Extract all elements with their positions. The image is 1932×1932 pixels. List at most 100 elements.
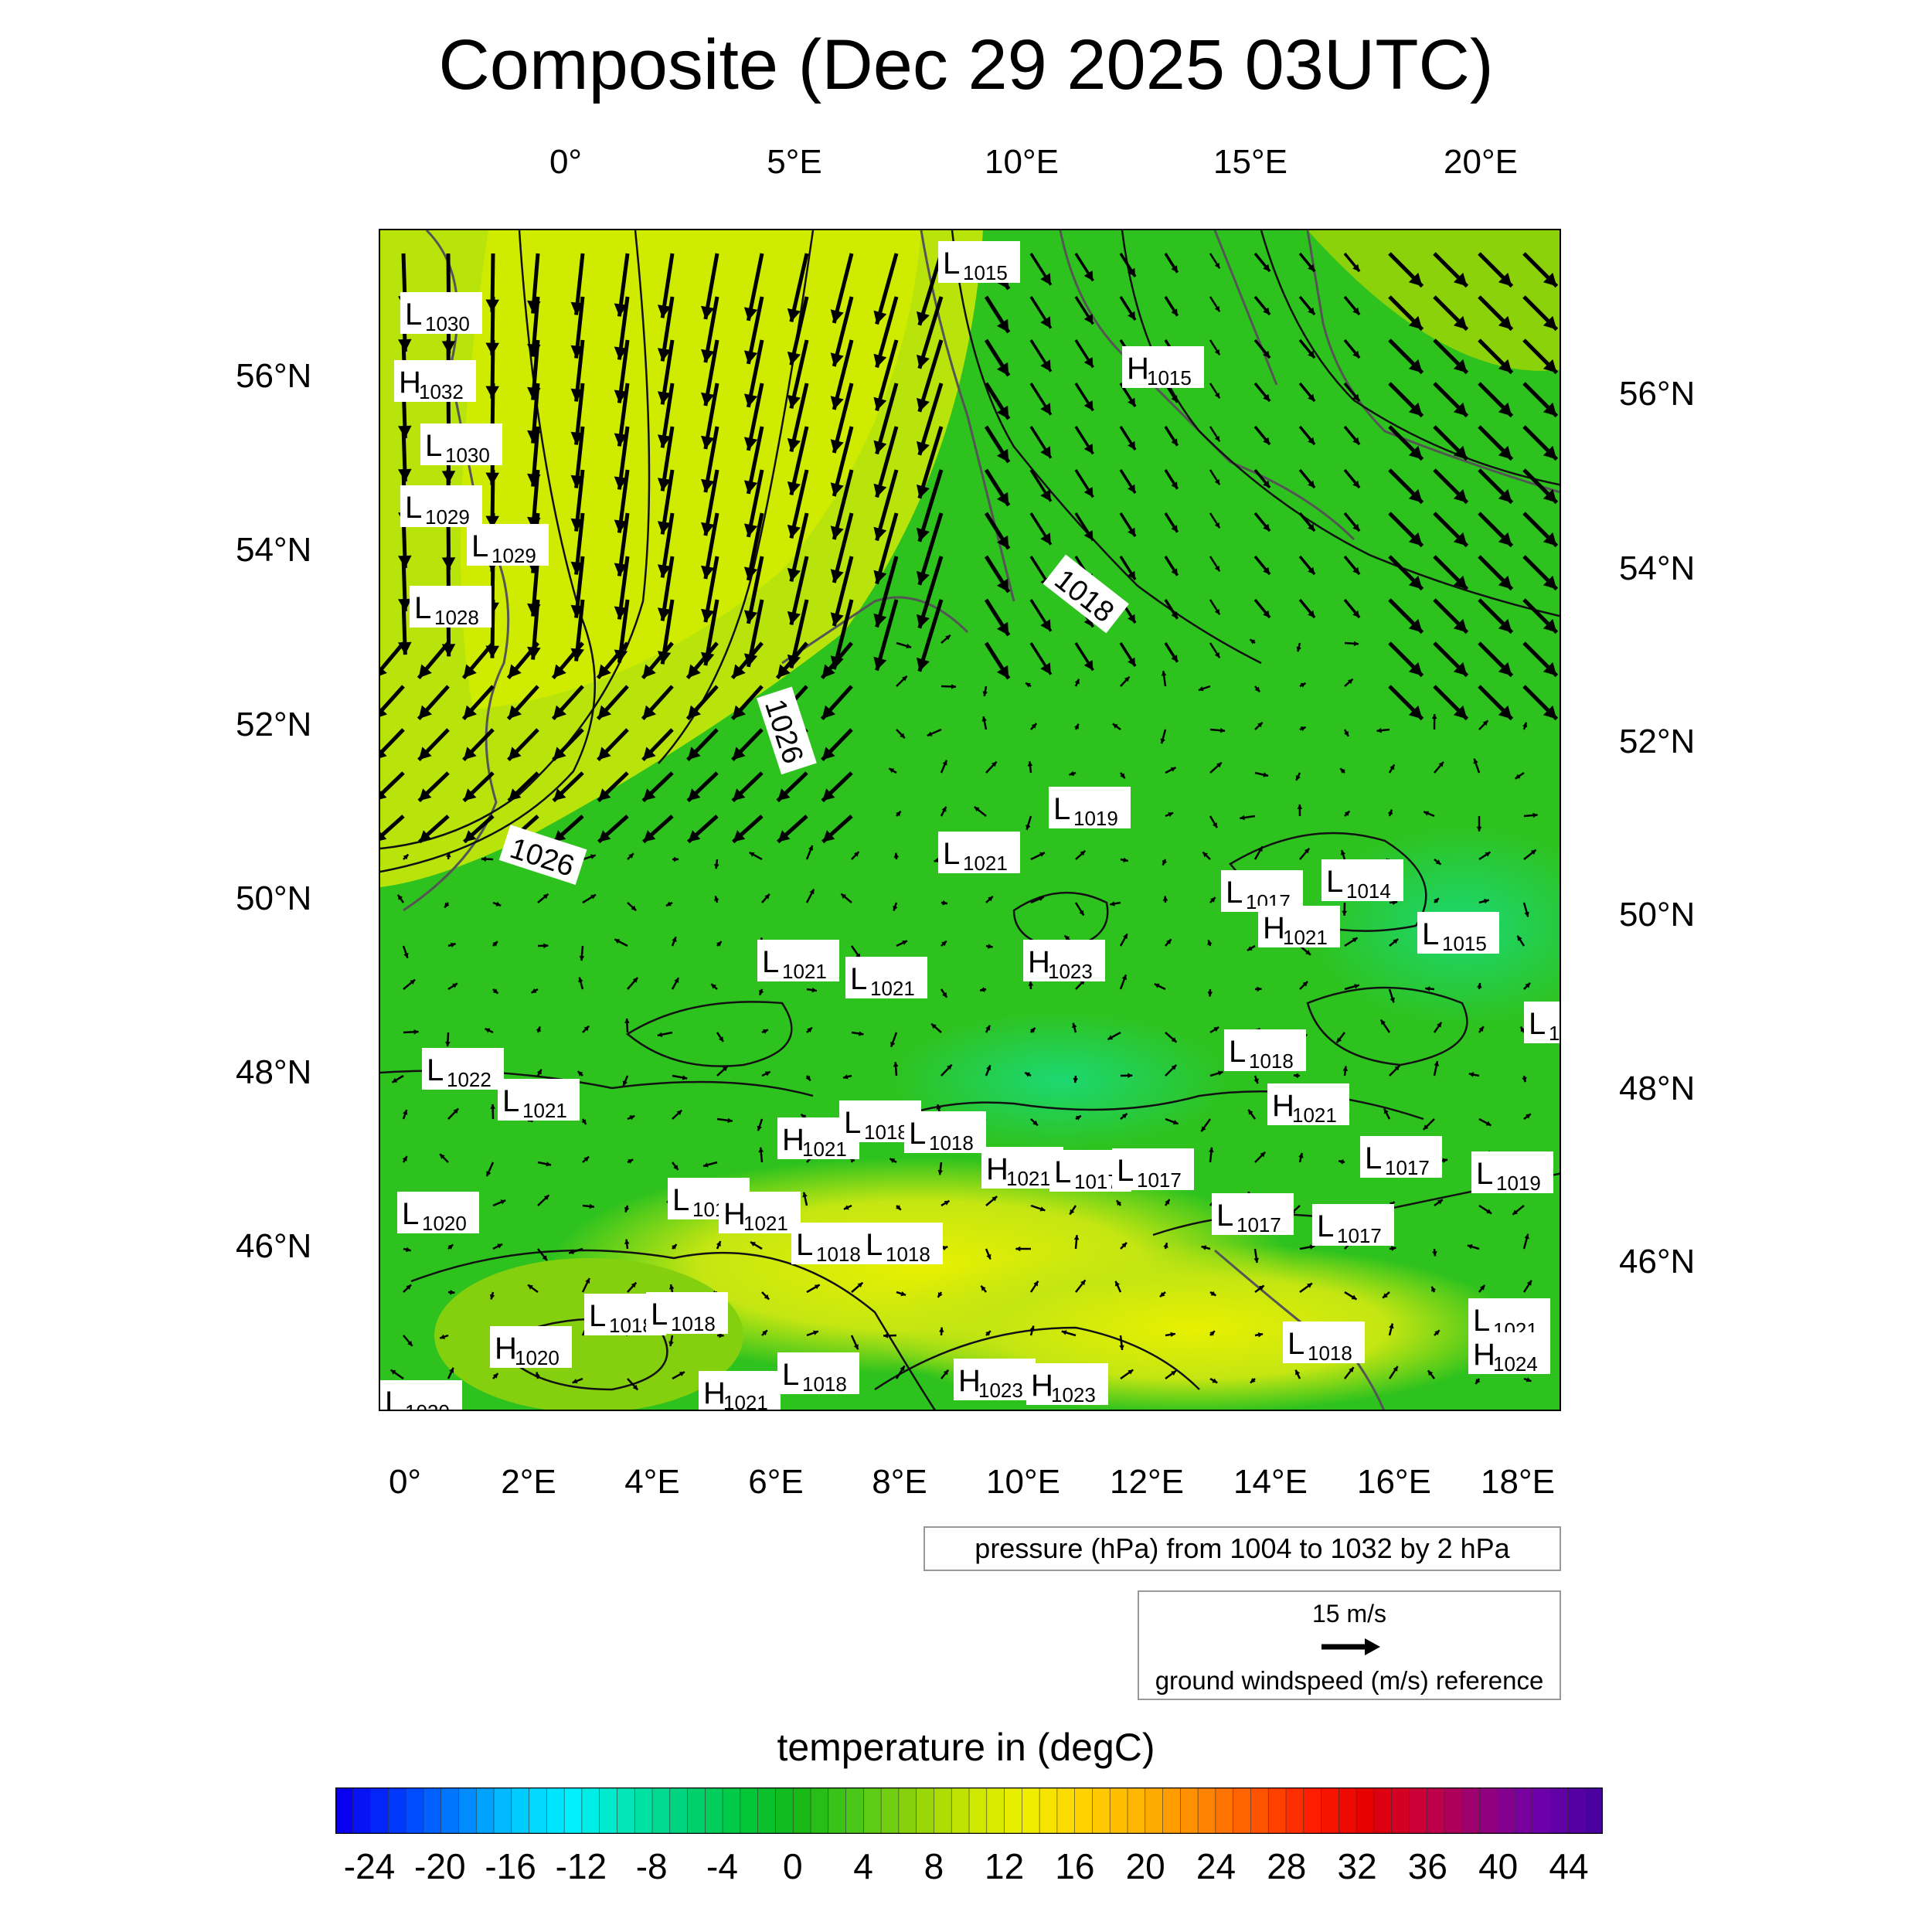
wind-arrow bbox=[1478, 338, 1514, 375]
wind-arrow bbox=[396, 894, 405, 903]
wind-arrow bbox=[830, 512, 854, 583]
wind-arrow bbox=[1433, 1060, 1439, 1077]
wind-arrow bbox=[627, 1281, 638, 1293]
wind-arrow bbox=[1254, 1332, 1264, 1338]
wind-arrow bbox=[1343, 512, 1361, 532]
wind-arrow bbox=[657, 383, 675, 448]
svg-text:L: L bbox=[1117, 1154, 1134, 1188]
bottom-longitude-tick-label: 0° bbox=[388, 1463, 422, 1501]
wind-arrow bbox=[873, 426, 899, 498]
wind-arrow bbox=[1209, 556, 1221, 572]
svg-text:L: L bbox=[1317, 1209, 1334, 1243]
wind-arrow bbox=[806, 1026, 813, 1033]
colorbar-tick-label: -16 bbox=[485, 1846, 536, 1886]
wind-arrow bbox=[1164, 296, 1179, 317]
svg-text:L: L bbox=[1422, 917, 1439, 951]
wind-arrow bbox=[985, 1025, 992, 1033]
wind-arrow bbox=[1074, 679, 1080, 687]
wind-arrow bbox=[1247, 944, 1256, 952]
svg-text:L: L bbox=[1226, 876, 1243, 910]
wind-arrow bbox=[981, 716, 988, 730]
wind-arrow bbox=[750, 1241, 763, 1250]
right-latitude-tick-label: 52°N bbox=[1619, 723, 1696, 760]
wind-arrow bbox=[820, 641, 853, 680]
colorbar-tick-label: 24 bbox=[1196, 1846, 1236, 1886]
wind-arrow bbox=[927, 728, 942, 737]
left-latitude-tick-label: 46°N bbox=[236, 1227, 312, 1265]
wind-arrow bbox=[701, 296, 719, 363]
wind-arrow bbox=[537, 1194, 550, 1206]
colorbar-bin bbox=[828, 1787, 847, 1834]
wind-arrow bbox=[1478, 1284, 1486, 1293]
wind-arrow bbox=[787, 556, 809, 626]
wind-arrow bbox=[716, 1065, 729, 1077]
wind-arrow bbox=[761, 1329, 768, 1336]
wind-arrow bbox=[1522, 555, 1559, 591]
low-pressure-center: L 1028 bbox=[410, 586, 492, 629]
wind-arrow bbox=[893, 902, 898, 912]
wind-arrow bbox=[1027, 761, 1033, 774]
wind-arrow bbox=[597, 771, 629, 803]
low-pressure-center: L 1021 bbox=[845, 957, 927, 1000]
wind-arrow bbox=[1522, 902, 1529, 917]
wind-arrow bbox=[1163, 1242, 1168, 1250]
wind-arrow bbox=[917, 426, 944, 499]
wind-arrow bbox=[1162, 859, 1168, 866]
isobar-line bbox=[495, 1318, 668, 1391]
wind-arrow bbox=[1433, 338, 1469, 375]
svg-text:L: L bbox=[782, 1358, 799, 1392]
wind-arrow bbox=[1388, 555, 1424, 591]
wind-arrow bbox=[1165, 767, 1177, 774]
wind-arrow bbox=[1383, 1108, 1391, 1120]
wind-arrow bbox=[701, 556, 719, 623]
svg-text:L: L bbox=[943, 837, 960, 871]
wind-arrow bbox=[1075, 1279, 1087, 1293]
wind-arrow bbox=[1253, 252, 1271, 273]
wind-arrow bbox=[1467, 1244, 1480, 1250]
svg-text:1018: 1018 bbox=[671, 1312, 716, 1335]
wind-arrow bbox=[984, 512, 1011, 550]
wind-arrow bbox=[1249, 638, 1256, 645]
wind-arrow bbox=[1164, 556, 1179, 577]
wind-arrow bbox=[492, 1243, 503, 1250]
bottom-longitude-tick-label: 16°E bbox=[1357, 1463, 1431, 1501]
wind-arrow bbox=[1468, 1072, 1480, 1077]
wind-arrow bbox=[732, 815, 764, 844]
wind-arrow bbox=[380, 641, 405, 676]
low-pressure-center: L 1019 bbox=[1471, 1151, 1553, 1195]
right-latitude-tick-label: 46°N bbox=[1619, 1243, 1696, 1281]
wind-arrow bbox=[614, 938, 628, 947]
wind-arrow bbox=[1434, 760, 1444, 774]
low-pressure-center: L 1015 bbox=[1417, 912, 1499, 955]
wind-arrow bbox=[1523, 812, 1538, 818]
svg-text:1021: 1021 bbox=[1292, 1104, 1337, 1127]
wind-arrow bbox=[1478, 468, 1514, 505]
svg-text:1021: 1021 bbox=[870, 977, 915, 1000]
colorbar-bin bbox=[1461, 1787, 1481, 1834]
wind-arrow bbox=[439, 1334, 449, 1339]
left-latitude-tick-label: 48°N bbox=[236, 1053, 312, 1091]
wind-arrow bbox=[1388, 252, 1424, 288]
wind-arrow bbox=[714, 859, 719, 869]
wind-arrow bbox=[657, 469, 675, 535]
wind-arrow bbox=[1209, 761, 1223, 774]
wind-arrow bbox=[873, 469, 899, 542]
svg-text:H: H bbox=[782, 1123, 804, 1157]
wind-arrow bbox=[1344, 641, 1359, 647]
wind-arrow bbox=[1029, 296, 1053, 329]
wind-reference-speed: 15 m/s bbox=[1311, 1600, 1387, 1628]
wind-arrow bbox=[657, 426, 675, 492]
isobar-line bbox=[874, 1326, 1200, 1391]
low-pressure-center: L 1030 bbox=[420, 423, 502, 467]
wind-arrow bbox=[507, 771, 539, 803]
svg-text:L: L bbox=[1229, 1035, 1246, 1069]
svg-text:1023: 1023 bbox=[978, 1379, 1023, 1402]
colorbar-bin bbox=[493, 1787, 512, 1834]
wind-arrow bbox=[889, 1032, 898, 1048]
colorbar-tick-label: 16 bbox=[1055, 1846, 1095, 1886]
wind-arrow bbox=[463, 815, 495, 844]
